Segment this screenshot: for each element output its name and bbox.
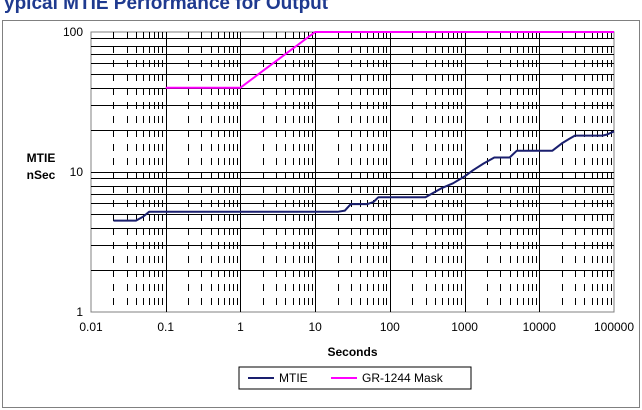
tick-labels: 0.01 0.1 1 10 100 1000 10000 100000 1 10 100 <box>63 25 634 334</box>
y-tick-label: 100 <box>63 25 83 39</box>
series-layer <box>113 31 615 222</box>
legend: MTIE GR-1244 Mask <box>238 366 472 390</box>
mask-series-line <box>165 31 614 89</box>
legend-label-mtie: MTIE <box>279 371 308 385</box>
x-tick-label: 1 <box>237 320 244 334</box>
x-tick-label: 10000 <box>523 320 557 334</box>
y-axis-title-line1: MTIE <box>27 151 56 165</box>
y-tick-label: 10 <box>70 165 84 179</box>
grid <box>91 32 614 312</box>
legend-label-mask: GR-1244 Mask <box>362 371 444 385</box>
chart-area: 0.01 0.1 1 10 100 1000 10000 100000 1 10 100 Secon… <box>2 20 640 408</box>
x-axis-title: Seconds <box>327 345 377 359</box>
mtie-series-line <box>113 130 615 222</box>
y-tick-label: 1 <box>76 305 83 319</box>
page-title: ypical MTIE Performance for Output <box>4 0 329 14</box>
x-tick-label: 100 <box>380 320 400 334</box>
x-tick-label: 100000 <box>594 320 634 334</box>
y-axis-title-line2: nSec <box>27 168 56 182</box>
x-tick-label: 1000 <box>451 320 478 334</box>
x-tick-label: 0.01 <box>79 320 103 334</box>
x-tick-label: 0.1 <box>157 320 174 334</box>
x-tick-label: 10 <box>308 320 322 334</box>
mtie-chart: 0.01 0.1 1 10 100 1000 10000 100000 1 10 100 Secon… <box>27 25 634 390</box>
